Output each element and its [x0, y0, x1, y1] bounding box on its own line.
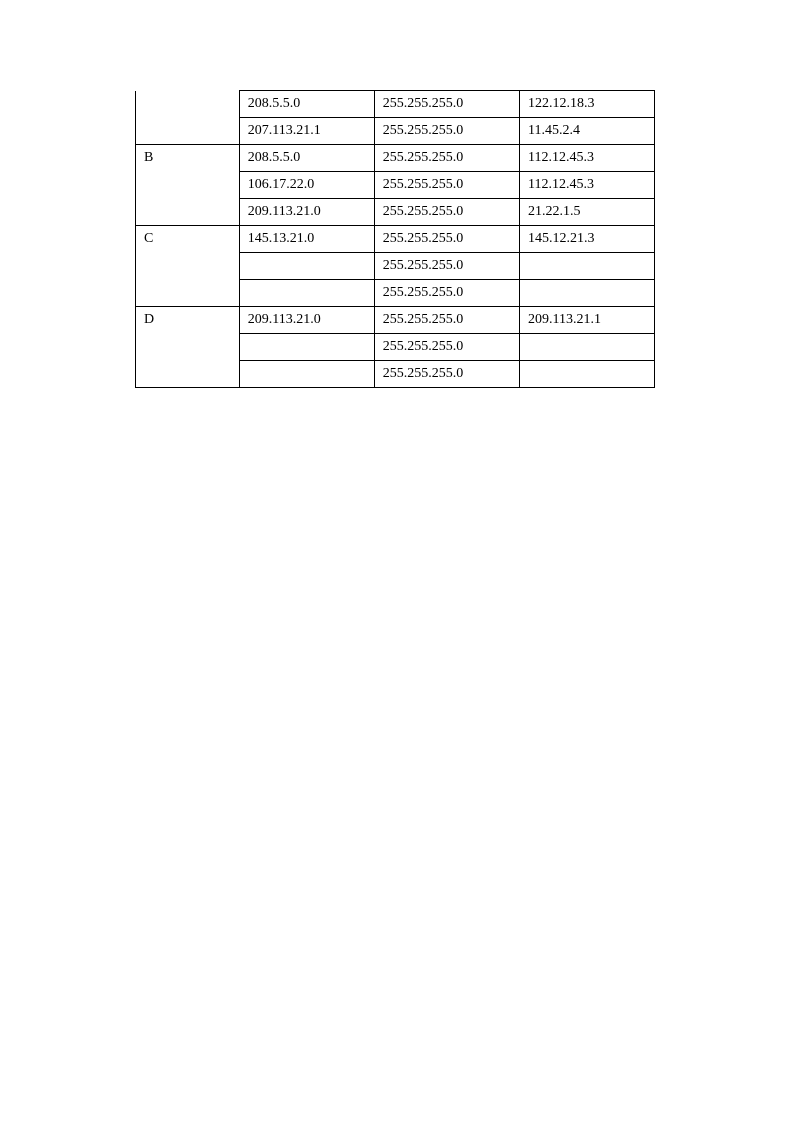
network-cell — [239, 253, 374, 280]
gateway-cell — [520, 280, 655, 307]
mask-cell: 255.255.255.0 — [374, 145, 519, 172]
mask-cell: 255.255.255.0 — [374, 91, 519, 118]
mask-cell: 255.255.255.0 — [374, 280, 519, 307]
mask-cell: 255.255.255.0 — [374, 253, 519, 280]
gateway-cell: 145.12.21.3 — [520, 226, 655, 253]
table-row: 207.113.21.1255.255.255.011.45.2.4 — [136, 118, 655, 145]
label-cell — [136, 118, 240, 145]
gateway-cell — [520, 334, 655, 361]
network-cell — [239, 280, 374, 307]
gateway-cell: 122.12.18.3 — [520, 91, 655, 118]
gateway-cell: 112.12.45.3 — [520, 145, 655, 172]
gateway-cell: 11.45.2.4 — [520, 118, 655, 145]
label-cell — [136, 280, 240, 307]
table-row: 106.17.22.0255.255.255.0112.12.45.3 — [136, 172, 655, 199]
mask-cell: 255.255.255.0 — [374, 172, 519, 199]
label-cell: D — [136, 307, 240, 334]
label-cell: C — [136, 226, 240, 253]
table-body: 208.5.5.0255.255.255.0122.12.18.3207.113… — [136, 91, 655, 388]
gateway-cell: 112.12.45.3 — [520, 172, 655, 199]
mask-cell: 255.255.255.0 — [374, 361, 519, 388]
network-cell — [239, 334, 374, 361]
network-cell: 145.13.21.0 — [239, 226, 374, 253]
network-cell: 209.113.21.0 — [239, 199, 374, 226]
network-cell: 106.17.22.0 — [239, 172, 374, 199]
table-row: 255.255.255.0 — [136, 334, 655, 361]
label-cell — [136, 172, 240, 199]
gateway-cell — [520, 253, 655, 280]
table-row: C145.13.21.0255.255.255.0145.12.21.3 — [136, 226, 655, 253]
network-cell: 207.113.21.1 — [239, 118, 374, 145]
label-cell — [136, 334, 240, 361]
label-cell — [136, 199, 240, 226]
table-row: 209.113.21.0255.255.255.021.22.1.5 — [136, 199, 655, 226]
label-cell — [136, 91, 240, 118]
mask-cell: 255.255.255.0 — [374, 307, 519, 334]
network-cell: 208.5.5.0 — [239, 91, 374, 118]
gateway-cell: 209.113.21.1 — [520, 307, 655, 334]
table-row: 255.255.255.0 — [136, 253, 655, 280]
network-cell: 208.5.5.0 — [239, 145, 374, 172]
label-cell — [136, 253, 240, 280]
mask-cell: 255.255.255.0 — [374, 334, 519, 361]
gateway-cell: 21.22.1.5 — [520, 199, 655, 226]
table-row: 255.255.255.0 — [136, 280, 655, 307]
mask-cell: 255.255.255.0 — [374, 199, 519, 226]
network-cell: 209.113.21.0 — [239, 307, 374, 334]
routing-table: 208.5.5.0255.255.255.0122.12.18.3207.113… — [135, 90, 655, 388]
mask-cell: 255.255.255.0 — [374, 118, 519, 145]
table-row: D209.113.21.0255.255.255.0209.113.21.1 — [136, 307, 655, 334]
label-cell: B — [136, 145, 240, 172]
table-row: 255.255.255.0 — [136, 361, 655, 388]
network-cell — [239, 361, 374, 388]
label-cell — [136, 361, 240, 388]
table-row: B208.5.5.0255.255.255.0112.12.45.3 — [136, 145, 655, 172]
table-row: 208.5.5.0255.255.255.0122.12.18.3 — [136, 91, 655, 118]
gateway-cell — [520, 361, 655, 388]
mask-cell: 255.255.255.0 — [374, 226, 519, 253]
